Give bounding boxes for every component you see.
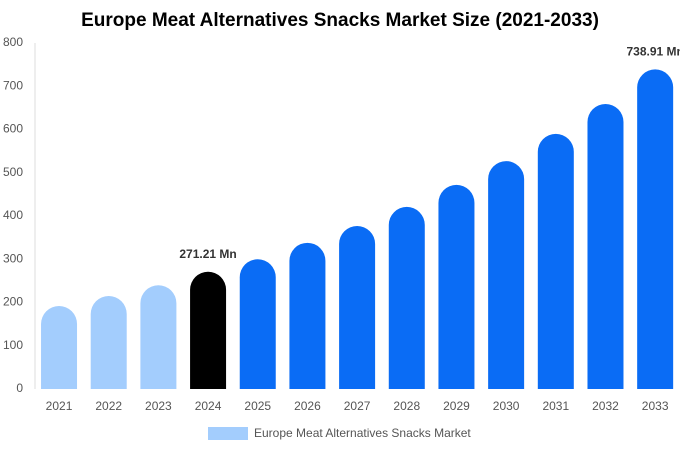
x-tick-label: 2024 — [195, 399, 222, 413]
x-tick-label: 2033 — [642, 399, 669, 413]
x-tick-label: 2032 — [592, 399, 619, 413]
value-label: 738.91 Mn — [626, 45, 680, 59]
bar — [637, 69, 674, 390]
x-tick-label: 2027 — [344, 399, 371, 413]
x-tick-label: 2021 — [46, 399, 73, 413]
bar — [339, 225, 376, 389]
bar — [388, 206, 425, 389]
y-tick-label: 400 — [3, 208, 23, 222]
bar — [289, 242, 326, 389]
x-tick-label: 2029 — [443, 399, 470, 413]
y-tick-label: 800 — [3, 35, 23, 49]
y-tick-label: 500 — [3, 165, 23, 179]
y-tick-label: 0 — [16, 381, 23, 395]
x-tick-label: 2023 — [145, 399, 172, 413]
bar — [438, 184, 475, 389]
x-tick-label: 2031 — [542, 399, 569, 413]
x-tick-label: 2022 — [95, 399, 122, 413]
chart-title: Europe Meat Alternatives Snacks Market S… — [81, 10, 599, 31]
bar — [537, 133, 574, 389]
bar — [587, 103, 624, 390]
value-label: 271.21 Mn — [179, 247, 236, 261]
x-tick-label: 2025 — [244, 399, 271, 413]
legend-label: Europe Meat Alternatives Snacks Market — [254, 426, 471, 440]
bar — [190, 271, 227, 389]
x-tick-label: 2026 — [294, 399, 321, 413]
bar — [140, 285, 177, 389]
x-tick-label: 2028 — [393, 399, 420, 413]
bar — [239, 259, 276, 389]
y-tick-label: 300 — [3, 251, 23, 265]
y-tick-label: 100 — [3, 338, 23, 352]
bar — [488, 161, 525, 389]
y-tick-label: 700 — [3, 78, 23, 92]
y-tick-label: 200 — [3, 295, 23, 309]
y-tick-label: 600 — [3, 122, 23, 136]
x-tick-label: 2030 — [493, 399, 520, 413]
legend-swatch — [208, 427, 248, 440]
bar — [41, 305, 78, 389]
bar — [90, 296, 127, 389]
